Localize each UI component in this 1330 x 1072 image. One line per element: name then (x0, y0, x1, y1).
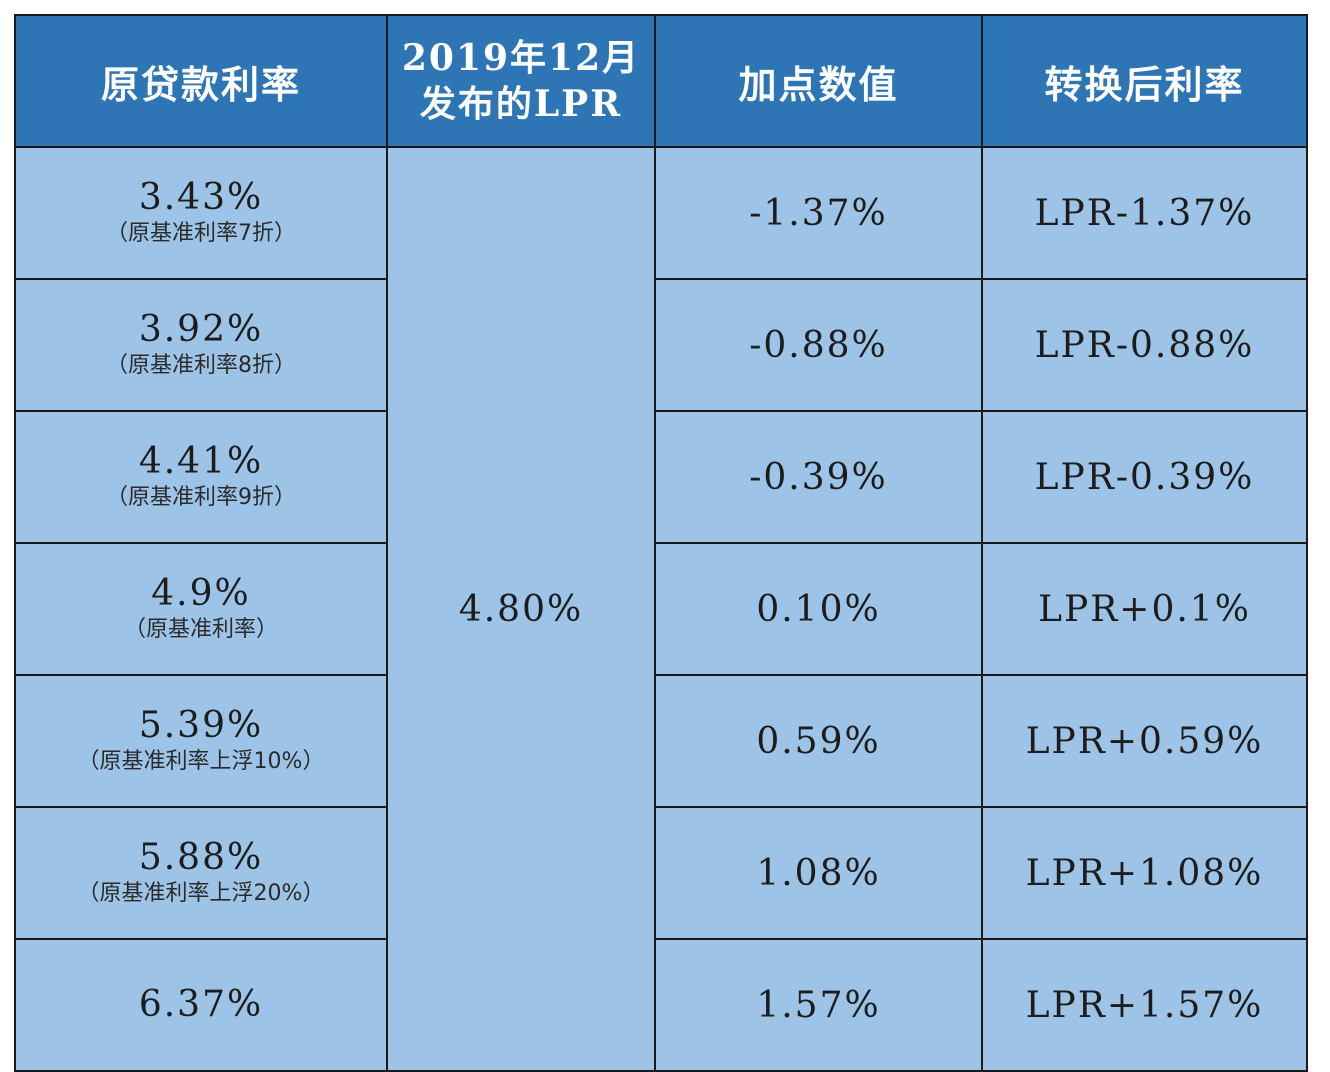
original-rate-note: （原基准利率9折） (106, 485, 296, 510)
table-row: 4.41% （原基准利率9折） -0.39% LPR-0.39% (14, 410, 1308, 544)
spread-cell: 0.10% (654, 542, 983, 676)
original-rate-value: 4.41% (138, 441, 264, 482)
original-rate-cell: 6.37% (14, 938, 388, 1072)
header-lpr: 2019年12月 发布的LPR (386, 14, 656, 148)
table-row: 6.37% 1.57% LPR+1.57% (14, 938, 1308, 1072)
original-rate-value: 4.9% (151, 573, 251, 614)
table-row: 3.92% （原基准利率8折） -0.88% LPR-0.88% (14, 278, 1308, 412)
spread-cell: 1.57% (654, 938, 983, 1072)
header-lpr-line2: 发布的LPR (419, 83, 623, 125)
original-rate-note: （原基准利率上浮20%） (77, 881, 325, 906)
table-row: 4.9% （原基准利率） 0.10% LPR+0.1% (14, 542, 1308, 676)
converted-rate-cell: LPR-0.39% (981, 410, 1308, 544)
table-row: 5.88% （原基准利率上浮20%） 1.08% LPR+1.08% (14, 806, 1308, 940)
converted-rate-cell: LPR+0.59% (981, 674, 1308, 808)
original-rate-note: （原基准利率7折） (106, 221, 296, 246)
original-rate-value: 3.92% (138, 309, 264, 350)
original-rate-note: （原基准利率） (123, 617, 278, 642)
converted-rate-cell: LPR+0.1% (981, 542, 1308, 676)
rate-conversion-table-wrapper: 原贷款利率 2019年12月 发布的LPR 加点数值 转换后利率 3.43% （… (14, 14, 1308, 1072)
lpr-value-cell: 4.80% (386, 146, 656, 1072)
converted-rate-cell: LPR-0.88% (981, 278, 1308, 412)
header-lpr-line1: 2019年12月 (401, 37, 641, 79)
spread-cell: 0.59% (654, 674, 983, 808)
header-original-rate: 原贷款利率 (14, 14, 388, 148)
converted-rate-cell: LPR-1.37% (981, 146, 1308, 280)
header-converted-rate: 转换后利率 (981, 14, 1308, 148)
original-rate-note: （原基准利率上浮10%） (77, 749, 325, 774)
converted-rate-cell: LPR+1.57% (981, 938, 1308, 1072)
original-rate-value: 6.37% (138, 984, 264, 1025)
rate-conversion-table: 原贷款利率 2019年12月 发布的LPR 加点数值 转换后利率 3.43% （… (14, 14, 1308, 1072)
header-row: 原贷款利率 2019年12月 发布的LPR 加点数值 转换后利率 (14, 14, 1308, 148)
spread-cell: -0.39% (654, 410, 983, 544)
original-rate-cell: 5.88% （原基准利率上浮20%） (14, 806, 388, 940)
table-row: 3.43% （原基准利率7折） 4.80% -1.37% LPR-1.37% (14, 146, 1308, 1072)
spread-cell: -1.37% (654, 146, 983, 280)
original-rate-cell: 5.39% （原基准利率上浮10%） (14, 674, 388, 808)
original-rate-cell: 3.92% （原基准利率8折） (14, 278, 388, 412)
original-rate-value: 3.43% (138, 177, 264, 218)
table-row: 5.39% （原基准利率上浮10%） 0.59% LPR+0.59% (14, 674, 1308, 808)
header-spread: 加点数值 (654, 14, 983, 148)
original-rate-cell: 4.9% （原基准利率） (14, 542, 388, 676)
original-rate-note: （原基准利率8折） (106, 353, 296, 378)
spread-cell: 1.08% (654, 806, 983, 940)
converted-rate-cell: LPR+1.08% (981, 806, 1308, 940)
original-rate-cell: 4.41% （原基准利率9折） (14, 410, 388, 544)
spread-cell: -0.88% (654, 278, 983, 412)
original-rate-value: 5.39% (138, 705, 264, 746)
original-rate-value: 5.88% (138, 837, 264, 878)
original-rate-cell: 3.43% （原基准利率7折） (14, 146, 388, 280)
